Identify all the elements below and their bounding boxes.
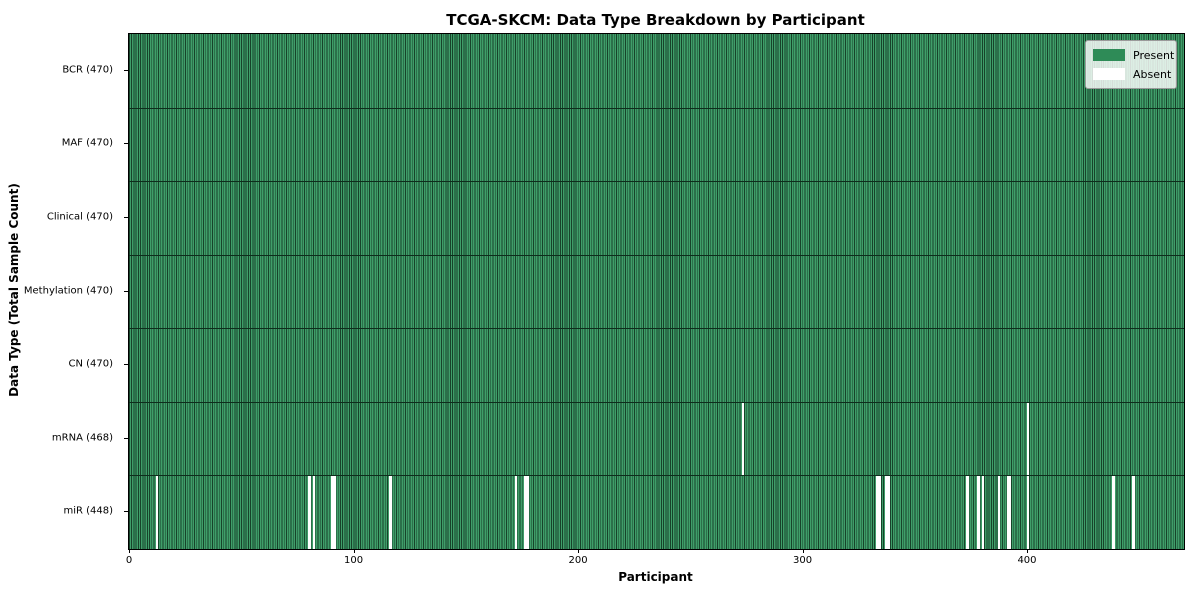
y-tick-mark — [124, 437, 128, 439]
absent-cell — [312, 476, 316, 549]
plot-area: Present Absent — [128, 33, 1185, 550]
absent-cell — [887, 476, 891, 549]
legend-item-present: Present — [1093, 47, 1174, 63]
x-tick-mark — [129, 549, 131, 553]
absent-cell — [977, 476, 980, 549]
absent-cell — [966, 476, 969, 549]
heatmap-row — [129, 181, 1184, 255]
absent-cell — [526, 476, 529, 549]
y-tick-label: miR (448) — [63, 505, 113, 517]
y-tick-mark — [124, 511, 128, 513]
absent-cell — [333, 476, 336, 549]
x-tick-mark — [802, 549, 804, 553]
y-tick-mark — [124, 290, 128, 292]
x-tick-label: 400 — [1017, 555, 1037, 566]
heatmap-row — [129, 475, 1184, 549]
heatmap-row — [129, 401, 1184, 476]
absent-cell — [876, 476, 879, 549]
y-tick-label: mRNA (468) — [51, 432, 113, 444]
y-tick-mark — [124, 143, 128, 145]
x-tick-label: 300 — [792, 555, 813, 566]
x-axis-ticks: 0 100 200 300 400 — [125, 548, 1183, 578]
absent-cell — [523, 476, 527, 549]
x-tick-mark — [578, 549, 580, 553]
x-tick-label: 200 — [568, 555, 588, 566]
x-tick-mark — [1026, 549, 1028, 553]
absent-cell — [308, 476, 311, 549]
y-tick-mark — [124, 216, 128, 218]
legend-label-present: Present — [1133, 48, 1175, 62]
absent-cell — [155, 476, 159, 549]
absent-cell — [1026, 402, 1030, 476]
heatmap-row — [129, 107, 1184, 182]
x-tick-label: 100 — [344, 555, 364, 566]
absent-cell — [389, 476, 392, 549]
x-tick-label: 0 — [125, 555, 133, 566]
y-tick-label: Methylation (470) — [23, 285, 113, 296]
y-tick-label: MAF (470) — [61, 137, 113, 149]
legend: Present Absent — [1085, 40, 1177, 89]
absent-cell — [514, 476, 518, 549]
absent-cell — [1132, 476, 1135, 549]
legend-label-absent: Absent — [1133, 67, 1172, 81]
absent-cell — [981, 476, 985, 549]
y-tick-mark — [124, 364, 128, 366]
present-swatch — [1093, 49, 1125, 61]
y-tick-label: Clinical (470) — [46, 211, 113, 223]
heatmap-row — [129, 34, 1184, 108]
y-tick-mark — [124, 69, 128, 71]
absent-cell — [1008, 476, 1012, 549]
y-tick-label: CN (470) — [68, 358, 113, 370]
x-tick-mark — [353, 549, 355, 553]
heatmap-row — [129, 254, 1184, 329]
legend-item-absent: Absent — [1093, 66, 1172, 82]
y-tick-label: BCR (470) — [62, 64, 113, 76]
absent-cell — [1112, 476, 1115, 549]
y-tick-labels: BCR (470) MAF (470) Clinical (470) Methylat… — [0, 33, 120, 548]
absent-cell — [330, 476, 334, 549]
absent-cell — [885, 476, 888, 549]
absent-cell — [1026, 476, 1030, 549]
absent-cell — [878, 476, 882, 549]
absent-cell — [997, 476, 1001, 549]
heatmap-row — [129, 328, 1184, 402]
absent-cell — [1006, 476, 1010, 549]
absent-swatch — [1093, 68, 1125, 80]
chart-title: TCGA-SKCM: Data Type Breakdown by Partic… — [446, 11, 865, 29]
absent-cell — [741, 402, 745, 476]
x-axis-label: Participant — [618, 570, 693, 584]
